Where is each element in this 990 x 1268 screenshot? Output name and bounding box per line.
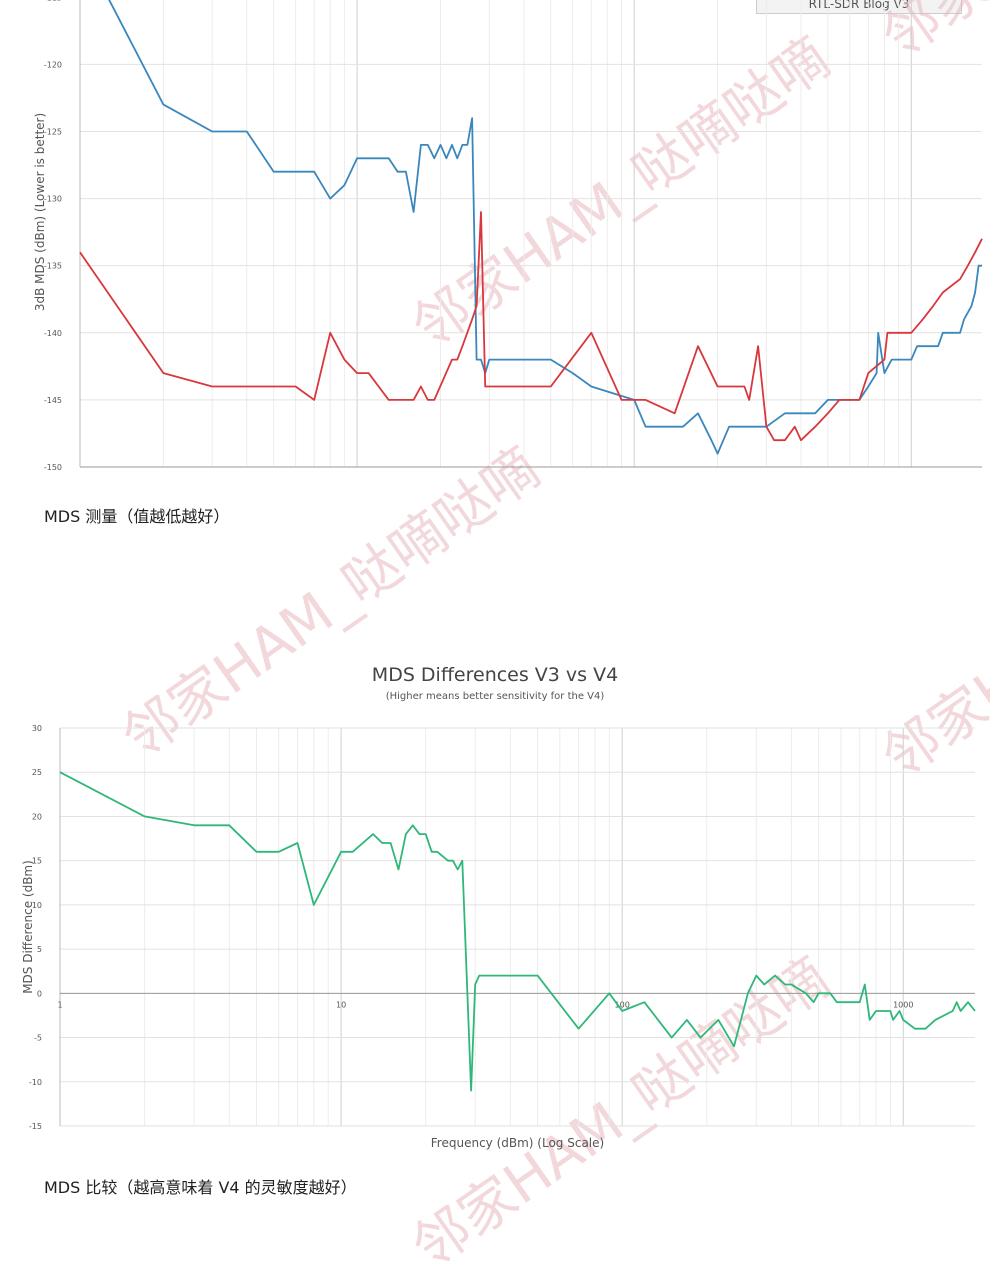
chart1-x-tick-label: 100 bbox=[627, 474, 642, 483]
chart2-x-tick-label: 1 bbox=[57, 1000, 62, 1009]
chart2-y-tick-label: 15 bbox=[32, 857, 42, 866]
chart2-x-tick-label: 1000 bbox=[893, 1000, 913, 1009]
caption-bottom: MDS 比较（越高意味着 V4 的灵敏度越好） bbox=[44, 1178, 357, 1197]
watermark-text-0: 邻家HAM_哒嘀哒嘀 bbox=[111, 436, 552, 772]
chart2-y-tick-label: -10 bbox=[29, 1078, 42, 1087]
chart1-y-tick-label: -120 bbox=[44, 60, 62, 69]
chart2-y-tick-label: 30 bbox=[32, 724, 42, 733]
chart2-x-tick-label: 100 bbox=[615, 1000, 630, 1009]
chart2-y-tick-label: 10 bbox=[32, 901, 42, 910]
chart2-x-axis-title: Frequency (dBm) (Log Scale) bbox=[431, 1136, 604, 1150]
chart1-x-tick-label: 1 bbox=[77, 474, 82, 483]
caption-top: MDS 测量（值越低越好） bbox=[44, 507, 230, 526]
watermark-text-3: 邻家HAM_哒嘀哒嘀 bbox=[871, 456, 990, 792]
chart1-series-line-0 bbox=[108, 0, 982, 455]
chart-mds-measurement: -115 -120 -125 -130 -135 -140 -145 -150 1 10 100 10… bbox=[33, 0, 983, 483]
chart1-y-tick-label: -130 bbox=[44, 195, 62, 204]
chart2-subtitle: (Higher means better sensitivity for the… bbox=[386, 691, 605, 702]
chart2-x-tick-label: 10 bbox=[336, 1000, 346, 1009]
legend-box-top: RTL-SDR Blog V3 bbox=[756, 0, 962, 14]
chart2-y-tick-label: 20 bbox=[32, 812, 42, 821]
chart1-y-axis-title: 3dB MDS (dBm) (Lower is better) bbox=[33, 113, 47, 311]
legend-label: RTL-SDR Blog V3 bbox=[808, 0, 910, 11]
chart2-y-tick-label: 25 bbox=[32, 768, 42, 777]
chart1-series-line-1 bbox=[79, 211, 983, 442]
chart2-series-line-0 bbox=[59, 771, 976, 1092]
chart1-y-tick-label: -140 bbox=[44, 329, 62, 338]
chart2-title: MDS Differences V3 vs V4 bbox=[372, 664, 618, 686]
chart1-y-tick-label: -115 bbox=[44, 0, 62, 2]
chart1-x-tick-label: 10 bbox=[352, 474, 362, 483]
watermark-text-2: 邻家HAM_哒嘀哒嘀 bbox=[871, 0, 990, 71]
chart2-y-tick-label: -15 bbox=[29, 1122, 42, 1131]
chart1-y-tick-label: -145 bbox=[44, 396, 62, 405]
chart-mds-differences: MDS Differences V3 vs V4 (Higher means be… bbox=[21, 664, 976, 1150]
chart1-y-tick-label: -135 bbox=[44, 262, 62, 271]
chart1-y-tick-label: -150 bbox=[44, 463, 62, 472]
chart2-y-tick-label: 0 bbox=[37, 989, 42, 998]
chart1-y-tick-label: -125 bbox=[44, 127, 62, 136]
chart1-x-tick-label: 1000 bbox=[901, 474, 921, 483]
chart2-y-axis-title: MDS Difference (dBm) bbox=[21, 860, 35, 994]
chart2-y-tick-label: -5 bbox=[34, 1034, 42, 1043]
chart2-y-tick-label: 5 bbox=[37, 945, 42, 954]
